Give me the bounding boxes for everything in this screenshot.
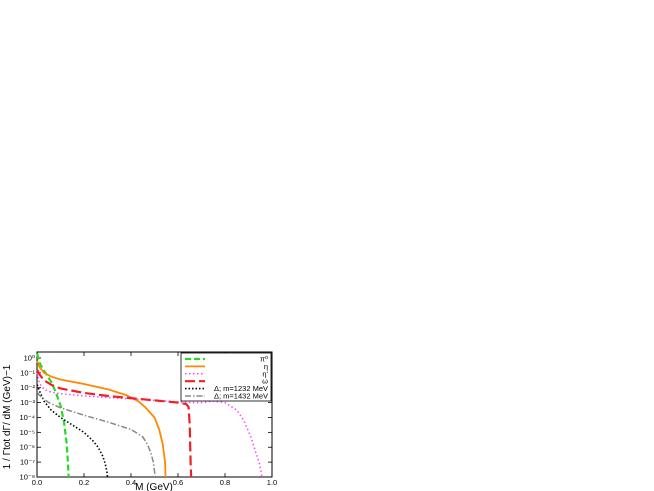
legend-label-5: Δ; m=1432 MeV bbox=[214, 392, 268, 401]
y-tick-label: 10⁻² bbox=[20, 383, 35, 392]
y-tick-label: 10⁰ bbox=[24, 353, 35, 362]
x-tick-label: 0.4 bbox=[126, 478, 136, 487]
y-tick-label: 10⁻⁶ bbox=[20, 443, 35, 452]
series-line-1 bbox=[36, 360, 167, 478]
y-tick-label: 10⁻⁴ bbox=[19, 413, 35, 422]
y-tick-label: 10⁻⁸ bbox=[20, 473, 35, 482]
legend-label-2: η' bbox=[262, 369, 268, 378]
series-line-4 bbox=[36, 384, 109, 478]
x-tick-label: 0.8 bbox=[220, 478, 230, 487]
y-axis-label: 1 / Γtot dΓ/ dM (GeV)−1 bbox=[2, 364, 13, 469]
series-line-2 bbox=[36, 372, 263, 478]
y-tick-label: 10⁻⁵ bbox=[20, 428, 35, 437]
legend-label-1: η bbox=[264, 362, 268, 371]
x-tick-label: 0.0 bbox=[32, 478, 42, 487]
x-tick-label: 0.2 bbox=[79, 478, 89, 487]
x-tick-label: 1.0 bbox=[267, 478, 277, 487]
legend-label-4: Δ; m=1232 MeV bbox=[214, 384, 268, 393]
series-line-3 bbox=[36, 369, 193, 478]
legend-label-0: π⁰ bbox=[260, 355, 268, 364]
y-tick-label: 10⁻³ bbox=[20, 398, 35, 407]
legend-label-3: ω bbox=[262, 377, 268, 386]
y-tick-label: 10⁻¹ bbox=[20, 368, 35, 377]
legend-box bbox=[180, 352, 272, 402]
y-tick-label: 10⁻⁷ bbox=[20, 458, 35, 467]
series-line-5 bbox=[36, 391, 156, 478]
x-axis-label: M (GeV) bbox=[135, 482, 173, 491]
x-tick-label: 0.6 bbox=[173, 478, 183, 487]
series-line-0 bbox=[36, 353, 70, 478]
